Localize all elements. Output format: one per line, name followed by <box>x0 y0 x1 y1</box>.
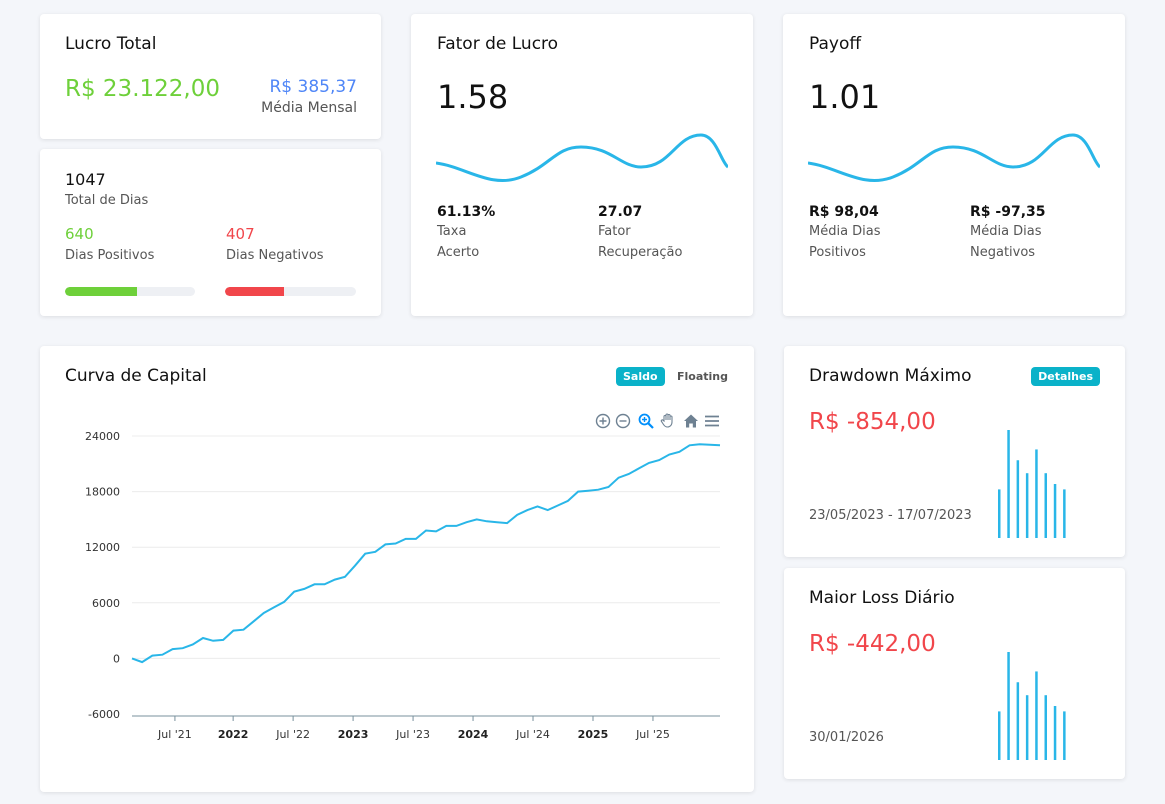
drawdown-bar <box>1053 484 1057 538</box>
maior-loss-bar <box>1035 671 1038 760</box>
pan-icon[interactable] <box>660 412 676 428</box>
positive-days-value: 640 <box>65 225 94 243</box>
lucro-total-value: R$ 23.122,00 <box>65 76 220 102</box>
y-tick-label: 18000 <box>85 486 120 499</box>
negative-days-bar <box>225 287 356 296</box>
negative-days-label: Dias Negativos <box>226 248 324 263</box>
payoff-title: Payoff <box>809 34 862 54</box>
x-tick-label: Jul '23 <box>395 728 430 741</box>
menu-icon[interactable] <box>704 413 720 429</box>
x-tick-label: 2024 <box>458 728 489 741</box>
drawdown-bar <box>1025 473 1029 538</box>
details-button[interactable]: Detalhes <box>1031 367 1100 386</box>
x-tick-label: 2025 <box>578 728 609 741</box>
x-tick-label: 2023 <box>338 728 369 741</box>
recovery-factor-label-1: Fator <box>598 224 631 239</box>
monthly-average-value: R$ 385,37 <box>269 77 357 97</box>
fator-lucro-value: 1.58 <box>437 78 509 116</box>
hit-rate-value: 61.13% <box>437 204 496 220</box>
negative-days-value: 407 <box>226 225 255 243</box>
maior-loss-bar <box>1025 695 1029 760</box>
zoom-out-icon[interactable] <box>615 413 631 429</box>
maior-loss-bar <box>998 711 1001 760</box>
maior-loss-date: 30/01/2026 <box>809 730 884 745</box>
avg-negative-days-label-2: Negativos <box>970 245 1036 260</box>
drawdown-card: Drawdown Máximo Detalhes R$ -854,00 23/0… <box>784 346 1125 557</box>
avg-positive-days-label-2: Positivos <box>809 245 866 260</box>
drawdown-title: Drawdown Máximo <box>809 366 972 386</box>
drawdown-bar <box>1035 449 1038 538</box>
tab-floating[interactable]: Floating <box>677 370 728 383</box>
payoff-value: 1.01 <box>809 78 881 116</box>
x-tick-label: 2022 <box>218 728 249 741</box>
recovery-factor-label-2: Recuperação <box>598 245 683 260</box>
curva-capital-title: Curva de Capital <box>65 366 207 386</box>
avg-negative-days-value: R$ -97,35 <box>970 204 1046 220</box>
drawdown-value: R$ -854,00 <box>809 409 936 435</box>
maior-loss-bars <box>998 652 1066 760</box>
home-icon[interactable] <box>683 413 699 429</box>
monthly-average-label: Média Mensal <box>261 100 357 116</box>
maior-loss-bar <box>1007 652 1010 760</box>
fator-lucro-sparkline <box>436 133 728 183</box>
zoom-in-icon[interactable] <box>595 413 611 429</box>
lucro-total-title: Lucro Total <box>65 34 157 54</box>
capital-curve-chart: 24000 18000 12000 6000 0 -6000 Jul '21 2022 Jul … <box>85 430 721 741</box>
positive-days-bar-fill <box>65 287 137 296</box>
drawdown-bar <box>1007 430 1010 538</box>
y-tick-label: 12000 <box>85 541 120 554</box>
maior-loss-bar <box>1016 682 1020 760</box>
fator-lucro-title: Fator de Lucro <box>437 34 559 54</box>
dias-card: 1047 Total de Dias 640 Dias Positivos 40… <box>40 149 381 316</box>
x-tick-label: Jul '21 <box>157 728 192 741</box>
payoff-sparkline <box>808 133 1100 183</box>
x-tick-label: Jul '25 <box>635 728 670 741</box>
maior-loss-bar <box>1053 706 1057 760</box>
y-tick-label: -6000 <box>88 708 120 721</box>
avg-positive-days-label-1: Média Dias <box>809 224 881 239</box>
x-tick-label: Jul '24 <box>515 728 550 741</box>
curva-capital-card: Curva de Capital Saldo Floating 24000 180… <box>40 346 754 792</box>
negative-days-bar-fill <box>225 287 284 296</box>
total-days-value: 1047 <box>65 170 106 189</box>
maior-loss-card: Maior Loss Diário R$ -442,00 30/01/2026 <box>784 568 1125 779</box>
drawdown-bar <box>1044 473 1047 538</box>
lucro-total-card: Lucro Total R$ 23.122,00 R$ 385,37 Média… <box>40 14 381 139</box>
avg-negative-days-label-1: Média Dias <box>970 224 1042 239</box>
y-tick-label: 0 <box>113 652 120 665</box>
drawdown-bar <box>998 489 1001 538</box>
maior-loss-bar <box>1063 711 1066 760</box>
maior-loss-bar <box>1044 695 1047 760</box>
positive-days-bar <box>65 287 195 296</box>
positive-days-label: Dias Positivos <box>65 248 155 263</box>
tab-saldo[interactable]: Saldo <box>616 367 665 386</box>
maior-loss-value: R$ -442,00 <box>809 631 936 657</box>
total-days-label: Total de Dias <box>65 193 149 208</box>
hit-rate-label-2: Acerto <box>437 245 480 260</box>
drawdown-bar <box>1016 460 1020 538</box>
maior-loss-title: Maior Loss Diário <box>809 588 955 608</box>
drawdown-bar <box>1063 489 1066 538</box>
x-tick-label: Jul '22 <box>275 728 310 741</box>
drawdown-bars <box>998 430 1066 538</box>
fator-lucro-card: Fator de Lucro 1.58 61.13% Taxa Acerto 2… <box>411 14 753 316</box>
drawdown-period: 23/05/2023 - 17/07/2023 <box>809 508 972 523</box>
avg-positive-days-value: R$ 98,04 <box>809 204 879 220</box>
payoff-card: Payoff 1.01 R$ 98,04 Média Dias Positivo… <box>783 14 1125 316</box>
recovery-factor-value: 27.07 <box>598 204 643 220</box>
y-tick-label: 6000 <box>92 597 120 610</box>
hit-rate-label-1: Taxa <box>437 224 467 239</box>
zoom-select-icon[interactable] <box>638 413 654 429</box>
y-tick-label: 24000 <box>85 430 120 443</box>
capital-series-line <box>131 443 721 664</box>
